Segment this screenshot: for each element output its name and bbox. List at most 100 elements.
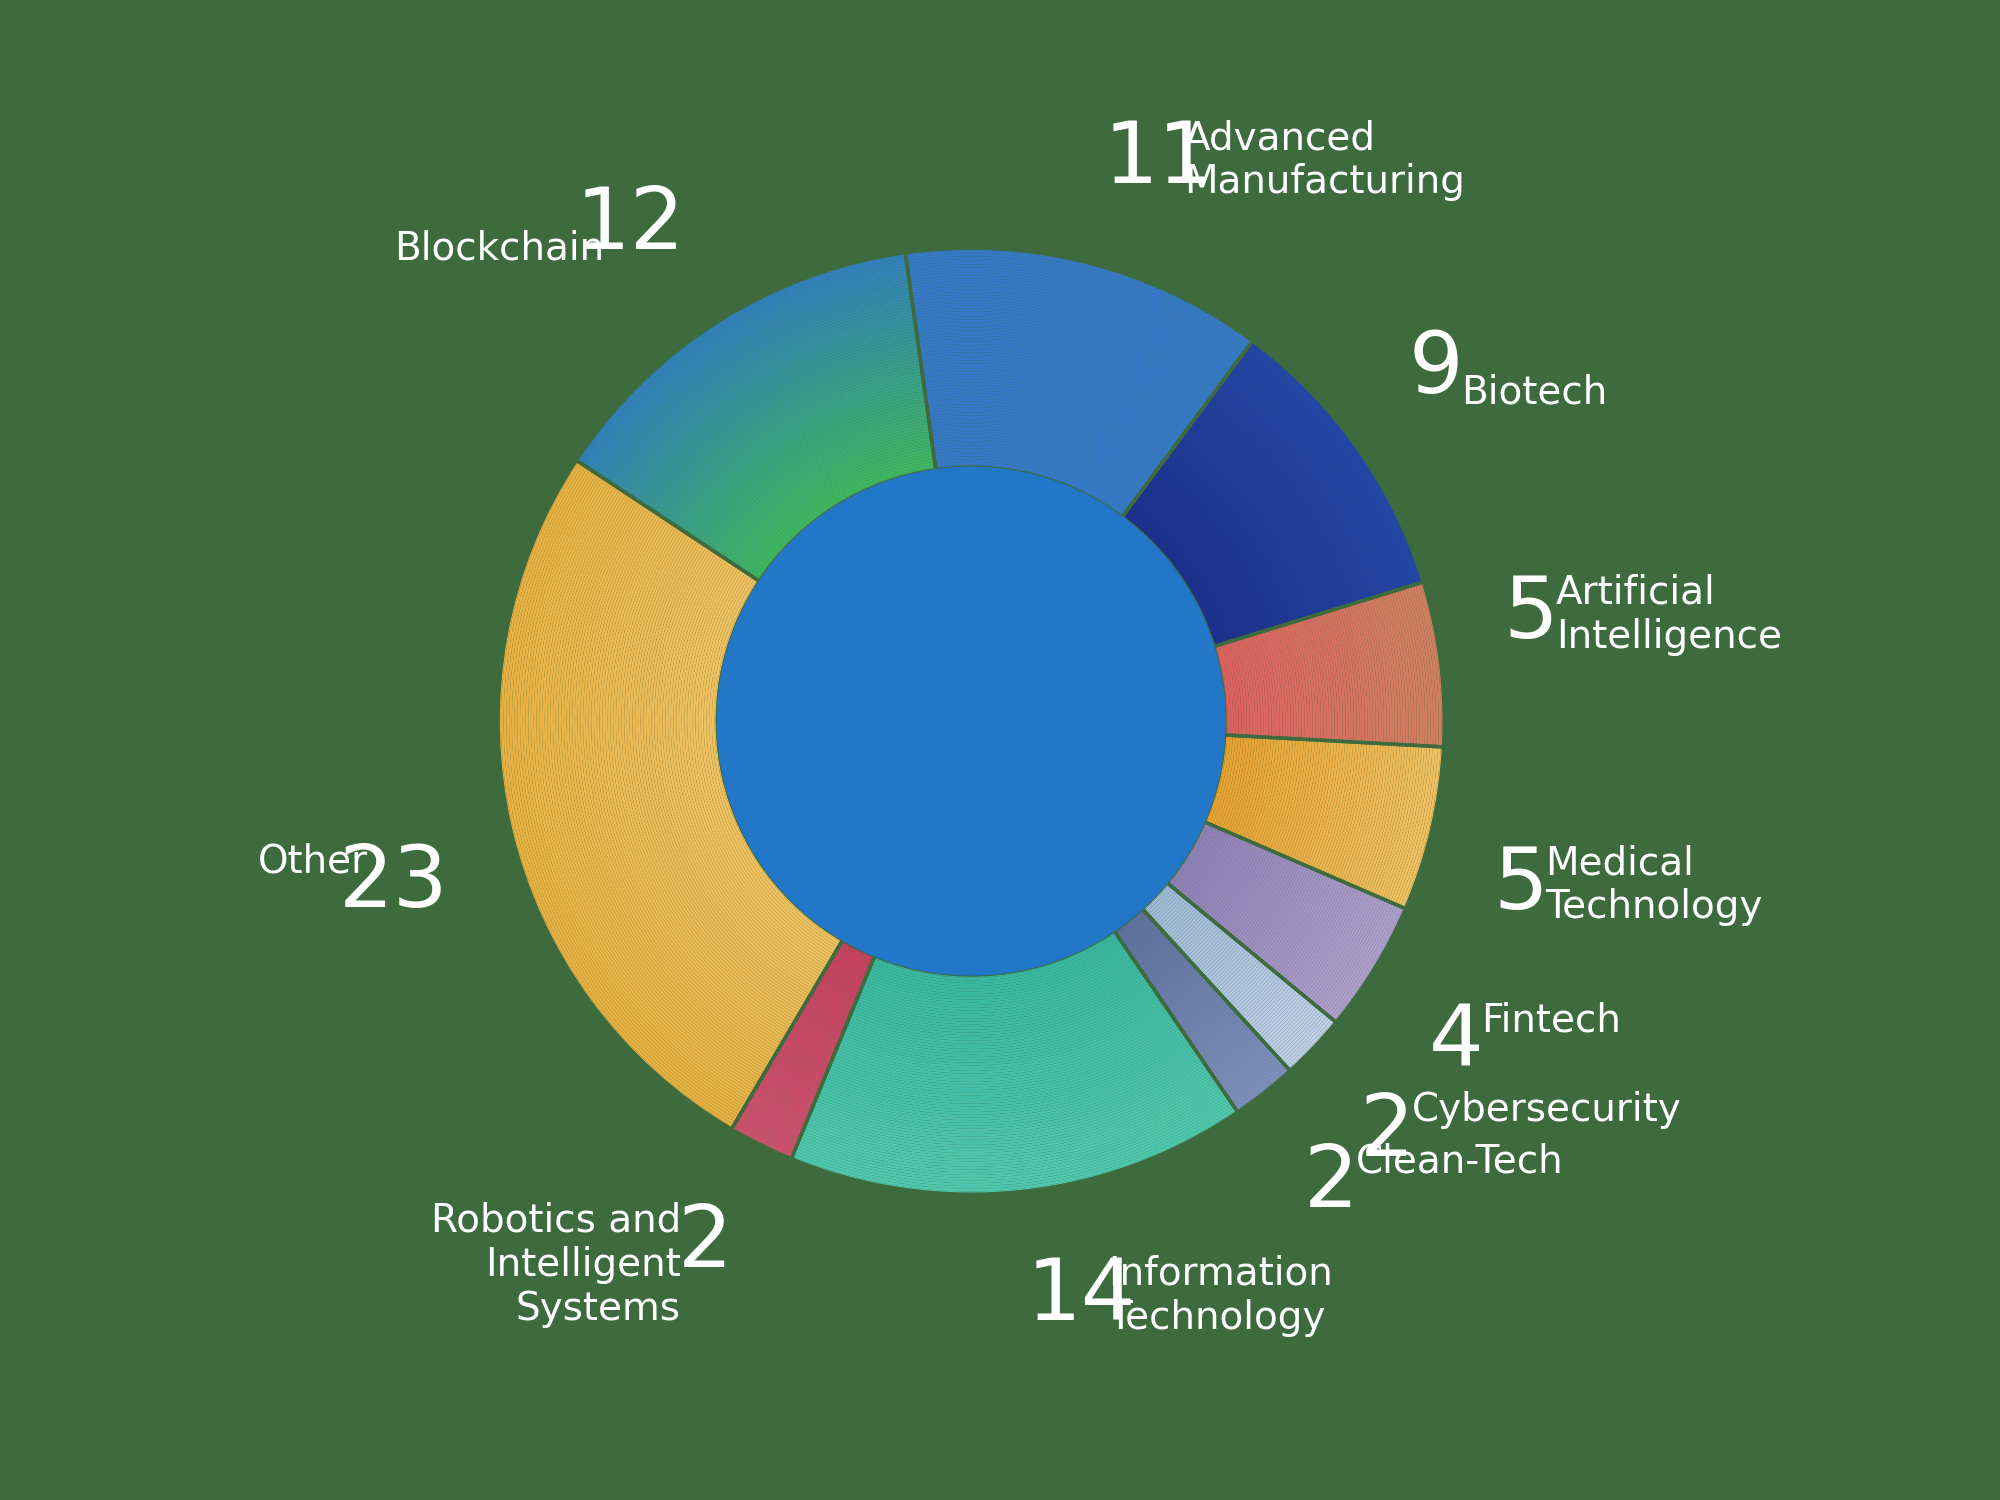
Wedge shape <box>1182 921 1216 956</box>
Wedge shape <box>696 568 832 958</box>
Wedge shape <box>1266 630 1282 738</box>
Wedge shape <box>512 468 740 1118</box>
Wedge shape <box>824 1040 1190 1110</box>
Wedge shape <box>1224 378 1378 597</box>
Wedge shape <box>1312 897 1380 1005</box>
Wedge shape <box>822 1044 1192 1114</box>
Wedge shape <box>822 1042 1192 1112</box>
Wedge shape <box>810 1071 1212 1148</box>
Wedge shape <box>860 960 1136 1014</box>
Wedge shape <box>832 1022 1178 1088</box>
Wedge shape <box>1338 742 1372 880</box>
Wedge shape <box>1356 602 1376 742</box>
Wedge shape <box>908 264 1242 357</box>
Wedge shape <box>802 1088 1222 1167</box>
Wedge shape <box>1310 896 1378 1004</box>
Wedge shape <box>1416 584 1438 747</box>
Wedge shape <box>926 390 1168 458</box>
Wedge shape <box>908 262 1244 354</box>
Wedge shape <box>1400 747 1440 908</box>
Wedge shape <box>1192 930 1226 966</box>
Wedge shape <box>808 1074 1212 1150</box>
Wedge shape <box>1280 1014 1328 1062</box>
Wedge shape <box>580 506 774 1058</box>
Wedge shape <box>1148 888 1176 916</box>
Wedge shape <box>576 252 906 462</box>
Wedge shape <box>1154 471 1268 630</box>
Wedge shape <box>1282 740 1312 856</box>
Wedge shape <box>1220 382 1374 598</box>
Wedge shape <box>792 1023 838 1047</box>
Wedge shape <box>1144 486 1250 636</box>
Wedge shape <box>1184 831 1226 898</box>
Wedge shape <box>790 1028 836 1053</box>
Wedge shape <box>738 1114 798 1146</box>
Wedge shape <box>936 465 1124 518</box>
Wedge shape <box>1214 735 1238 827</box>
Wedge shape <box>716 419 928 554</box>
Wedge shape <box>1208 945 1246 984</box>
Wedge shape <box>1256 867 1312 957</box>
Wedge shape <box>910 286 1230 374</box>
Wedge shape <box>1122 514 1216 646</box>
Wedge shape <box>1190 423 1326 612</box>
Wedge shape <box>750 1094 806 1124</box>
Wedge shape <box>750 459 934 576</box>
Wedge shape <box>1226 852 1278 933</box>
Wedge shape <box>1186 429 1318 615</box>
Wedge shape <box>670 555 820 980</box>
Wedge shape <box>1240 357 1404 588</box>
Wedge shape <box>912 292 1226 378</box>
Wedge shape <box>806 999 848 1022</box>
Wedge shape <box>928 416 1154 477</box>
Wedge shape <box>918 333 1202 411</box>
Wedge shape <box>584 261 906 466</box>
Wedge shape <box>660 549 814 990</box>
Wedge shape <box>1302 891 1368 996</box>
Wedge shape <box>1232 1062 1284 1106</box>
Wedge shape <box>1222 381 1376 597</box>
Wedge shape <box>1252 865 1308 954</box>
Wedge shape <box>1154 472 1266 632</box>
Wedge shape <box>1176 914 1208 946</box>
Wedge shape <box>1128 506 1226 644</box>
Wedge shape <box>742 1110 800 1142</box>
Wedge shape <box>1392 591 1414 746</box>
Wedge shape <box>776 1052 826 1077</box>
Wedge shape <box>1310 741 1342 868</box>
Wedge shape <box>1206 402 1350 606</box>
Wedge shape <box>1270 740 1298 850</box>
Wedge shape <box>572 501 770 1065</box>
Wedge shape <box>1174 825 1214 890</box>
Wedge shape <box>676 558 824 975</box>
Wedge shape <box>1268 1002 1312 1048</box>
Text: Clean-Tech: Clean-Tech <box>1356 1142 1564 1180</box>
Wedge shape <box>800 1092 1226 1173</box>
Wedge shape <box>1152 476 1264 632</box>
Wedge shape <box>1224 1053 1276 1094</box>
Text: 4: 4 <box>1428 1000 1484 1084</box>
Wedge shape <box>646 334 918 507</box>
Wedge shape <box>1298 741 1328 862</box>
Wedge shape <box>1230 369 1390 594</box>
Wedge shape <box>920 356 1188 429</box>
Wedge shape <box>666 552 818 986</box>
Wedge shape <box>1282 626 1298 740</box>
Wedge shape <box>746 1101 804 1131</box>
Wedge shape <box>828 1028 1182 1095</box>
Text: 9: 9 <box>1410 328 1464 411</box>
Wedge shape <box>1222 850 1272 930</box>
Wedge shape <box>770 1060 822 1088</box>
Wedge shape <box>932 442 1136 500</box>
Wedge shape <box>1124 922 1158 950</box>
Wedge shape <box>1178 992 1220 1026</box>
Wedge shape <box>1226 374 1384 596</box>
Wedge shape <box>1256 633 1272 738</box>
Wedge shape <box>1398 747 1438 906</box>
Wedge shape <box>758 1082 812 1110</box>
Wedge shape <box>1340 608 1360 742</box>
Wedge shape <box>824 1038 1188 1107</box>
Wedge shape <box>1140 944 1176 972</box>
Wedge shape <box>910 284 1232 372</box>
Wedge shape <box>842 1000 1164 1062</box>
